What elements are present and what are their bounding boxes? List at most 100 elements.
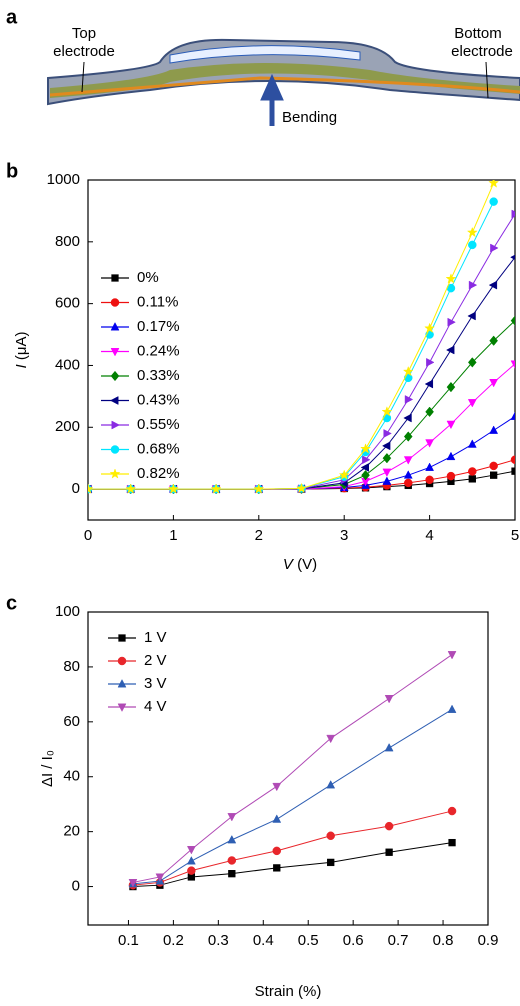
legend-label: 0.68% — [137, 440, 180, 457]
legend-marker — [111, 274, 119, 282]
marker — [383, 429, 392, 438]
marker — [488, 180, 500, 188]
marker — [228, 870, 236, 878]
nanowires — [169, 45, 361, 64]
marker — [227, 856, 237, 865]
marker — [489, 197, 498, 206]
marker — [125, 483, 137, 494]
legend-label: 0.55% — [137, 416, 180, 433]
marker — [384, 695, 394, 704]
panel-a: a Top electrode Bottom electrode Bending — [6, 6, 520, 126]
marker — [447, 806, 457, 816]
marker — [360, 463, 369, 472]
pointer — [485, 61, 489, 99]
marker — [511, 209, 515, 219]
marker — [402, 365, 414, 377]
legend-label: 4 V — [144, 698, 167, 715]
electrode-line — [49, 76, 520, 97]
marker — [510, 360, 515, 369]
y-tick-label: 1000 — [47, 171, 80, 188]
x-tick-label: 3 — [340, 527, 348, 544]
marker — [167, 483, 179, 494]
marker — [186, 846, 196, 855]
marker — [326, 831, 335, 841]
x-axis-var: V — [283, 556, 295, 573]
y-tick-label: 600 — [55, 295, 80, 312]
marker — [327, 858, 335, 867]
legend-marker — [110, 298, 120, 307]
legend-marker — [117, 679, 127, 688]
label: Top — [72, 25, 96, 42]
panel-label: c — [6, 592, 17, 614]
marker — [488, 280, 498, 290]
marker — [187, 866, 196, 875]
x-tick-label: 0.9 — [478, 932, 499, 949]
x-tick-label: 0.8 — [433, 932, 454, 949]
marker — [210, 483, 222, 494]
y-tick-label: 200 — [55, 418, 80, 435]
series-line — [132, 810, 453, 886]
legend-marker — [117, 656, 127, 666]
x-tick-label: 0.1 — [118, 932, 139, 949]
legend-marker — [118, 634, 126, 642]
marker — [227, 834, 237, 844]
x-axis-label: V (V) — [283, 556, 317, 573]
x-tick-label: 0.4 — [253, 932, 274, 949]
marker — [425, 406, 434, 418]
legend-marker — [109, 468, 121, 479]
y-tick-label: 40 — [63, 768, 80, 785]
marker — [272, 814, 282, 823]
x-tick-label: 0.6 — [343, 932, 364, 949]
marker — [446, 451, 456, 461]
marker — [128, 878, 138, 888]
legend-marker — [110, 370, 120, 382]
legend-label: 0% — [137, 269, 159, 286]
marker — [403, 431, 413, 442]
marker — [227, 813, 237, 822]
label: electrode — [451, 43, 513, 60]
marker — [88, 483, 94, 494]
marker — [489, 425, 499, 434]
marker — [510, 411, 515, 420]
y-axis-label: ΔI / I₀ — [39, 750, 56, 787]
label: Bending — [282, 109, 337, 126]
legend-marker — [110, 348, 120, 357]
y-axis-var: I — [13, 364, 30, 368]
marker — [326, 734, 336, 744]
marker — [446, 381, 456, 393]
marker — [404, 478, 413, 488]
series-line — [132, 709, 453, 885]
marker — [445, 273, 457, 284]
x-tick-label: 2 — [255, 527, 263, 544]
y-tick-label: 0 — [72, 878, 80, 895]
marker — [468, 467, 477, 476]
marker — [403, 470, 413, 479]
marker — [447, 704, 457, 713]
marker — [448, 838, 456, 847]
legend-label: 0.17% — [137, 318, 180, 335]
legend-marker — [111, 420, 120, 430]
marker — [272, 782, 282, 792]
panel-label: b — [6, 160, 18, 182]
legend-label: 0.82% — [137, 465, 180, 482]
marker — [447, 317, 456, 327]
marker — [361, 469, 370, 481]
y-axis-label: I (μA) — [13, 332, 30, 369]
legend-label: 0.43% — [137, 391, 180, 408]
y-tick-label: 800 — [55, 233, 80, 250]
marker — [466, 226, 478, 238]
plot-frame — [87, 611, 489, 926]
bending-arrow — [260, 73, 284, 126]
legend-marker — [117, 703, 127, 712]
marker — [468, 280, 478, 290]
marker — [447, 651, 457, 660]
marker — [468, 240, 477, 250]
marker — [186, 856, 196, 865]
marker — [381, 441, 391, 451]
marker — [382, 452, 392, 464]
legend-label: 0.11% — [137, 293, 178, 310]
x-tick-label: 0.7 — [388, 932, 409, 949]
y-tick-label: 80 — [63, 658, 80, 675]
y-tick-label: 400 — [55, 356, 80, 373]
